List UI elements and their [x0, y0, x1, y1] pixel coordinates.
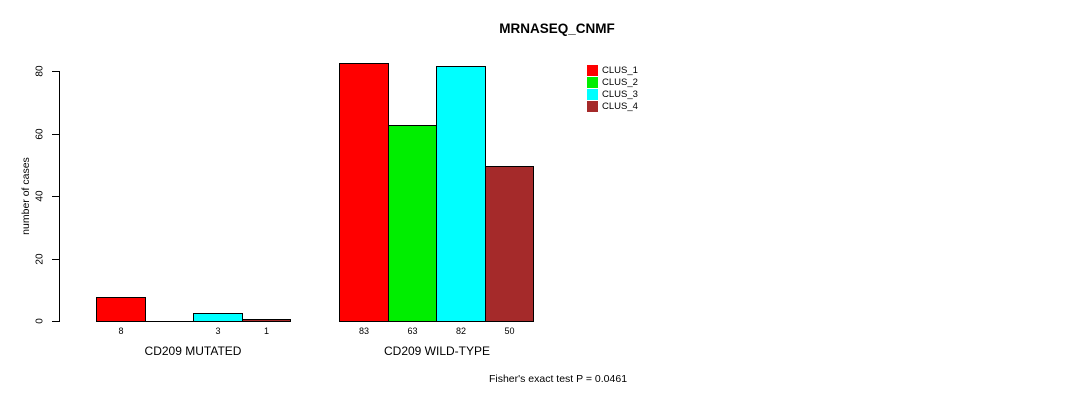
y-tick-label: 60: [34, 128, 46, 140]
y-tick-mark: [52, 321, 59, 322]
bar-clus_4-mutated: [242, 319, 291, 322]
legend-swatch-clus4: [587, 101, 598, 112]
bar-clus_1-wildtype: [339, 63, 389, 322]
y-axis-title: number of cases: [20, 157, 32, 235]
legend-swatch-clus3: [587, 89, 598, 100]
bar-clus_4-wildtype: [485, 166, 534, 322]
bar-value-label: 82: [455, 326, 467, 336]
y-tick-mark: [52, 134, 59, 135]
bar-clus_3-wildtype: [436, 66, 486, 322]
bar-value-label: 8: [118, 326, 124, 336]
legend-label-clus2: CLUS_2: [602, 77, 638, 88]
y-axis-line: [59, 71, 60, 322]
chart-title: MRNASEQ_CNMF: [499, 21, 615, 36]
legend-label-clus3: CLUS_3: [602, 89, 638, 100]
bar-value-label: 63: [407, 326, 418, 336]
legend-label-clus4: CLUS_4: [602, 101, 638, 112]
stat-test-annotation: Fisher's exact test P = 0.0461: [488, 373, 628, 385]
bar-value-label: 3: [215, 326, 221, 336]
legend-label-clus1: CLUS_1: [602, 65, 638, 76]
bar-value-label: 83: [358, 326, 370, 336]
bar-clus_3-mutated: [193, 313, 243, 322]
bar-clus_2-zero: [145, 321, 194, 322]
bar-clus_2-wildtype: [388, 125, 437, 322]
y-tick-mark: [52, 71, 59, 72]
bar-value-label: 50: [504, 326, 515, 336]
y-tick-label: 20: [34, 253, 46, 265]
x-group-label-wildtype: CD209 WILD-TYPE: [383, 344, 491, 358]
y-tick-mark: [52, 259, 59, 260]
y-tick-label: 40: [34, 190, 46, 202]
y-tick-label: 80: [34, 65, 46, 77]
y-tick-mark: [52, 196, 59, 197]
legend-swatch-clus2: [587, 77, 598, 88]
bar-clus_1-mutated: [96, 297, 146, 322]
bar-value-label: 1: [263, 326, 270, 336]
x-group-label-mutated: CD209 MUTATED: [144, 344, 242, 358]
legend-swatch-clus1: [587, 65, 598, 76]
y-tick-label: 0: [34, 318, 46, 324]
